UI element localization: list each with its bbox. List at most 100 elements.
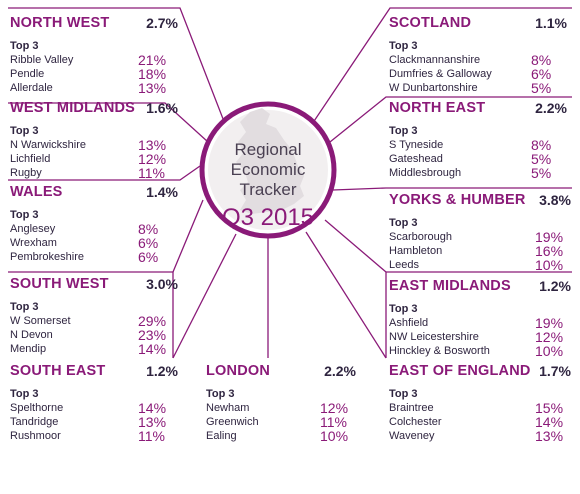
- area-growth: 11%: [320, 414, 347, 430]
- region-panel-scotland: SCOTLAND 1.1% Top 3 Clackmannanshire 8% Dumfr…: [389, 15, 567, 96]
- area-row: Mendip 14%: [10, 341, 178, 357]
- connector-yorks: [332, 187, 572, 191]
- region-name: SOUTH EAST: [10, 363, 106, 379]
- center-title-block: Regional Economic Tracker Q3 2015: [202, 104, 334, 236]
- top-3-label: Top 3: [10, 40, 39, 52]
- region-panel-south-east: SOUTH EAST 1.2% Top 3 Spelthorne 14% Tandridg…: [10, 363, 178, 444]
- region-growth: 1.2%: [539, 278, 571, 294]
- connector-north-east: [319, 96, 572, 151]
- area-name: Leeds: [389, 259, 419, 271]
- area-row: Scarborough 19%: [389, 229, 571, 245]
- area-row: W Dunbartonshire 5%: [389, 80, 567, 96]
- region-panel-wales: WALES 1.4% Top 3 Anglesey 8% Wrexham 6% Pembrok…: [10, 184, 178, 265]
- area-name: Clackmannanshire: [389, 54, 481, 66]
- region-name: NORTH WEST: [10, 15, 110, 31]
- region-growth: 1.4%: [146, 184, 178, 200]
- area-name: Spelthorne: [10, 402, 64, 414]
- area-name: Rushmoor: [10, 430, 61, 442]
- region-growth: 2.7%: [146, 15, 178, 31]
- area-growth: 8%: [531, 137, 552, 153]
- center-title-line-3: Tracker: [239, 180, 297, 199]
- area-row: Pendle 18%: [10, 66, 178, 82]
- area-row: Tandridge 13%: [10, 414, 178, 430]
- region-header: YORKS & HUMBER 3.8%: [389, 192, 571, 214]
- area-growth: 12%: [138, 151, 167, 167]
- region-header: EAST MIDLANDS 1.2%: [389, 278, 571, 300]
- area-growth: 13%: [138, 414, 167, 430]
- area-row: Braintree 15%: [389, 400, 571, 416]
- connector-south-east: [172, 233, 237, 359]
- area-name: W Somerset: [10, 315, 71, 327]
- area-growth: 14%: [535, 414, 564, 430]
- area-row: Ashfield 19%: [389, 315, 571, 331]
- top-3-label: Top 3: [389, 303, 418, 315]
- center-title-line-2: Economic: [230, 160, 306, 179]
- area-row: Clackmannanshire 8%: [389, 52, 567, 68]
- area-name: Braintree: [389, 402, 434, 414]
- area-name: Dumfries & Galloway: [389, 68, 492, 80]
- uk-map-icon: [236, 108, 304, 214]
- region-header: LONDON 2.2%: [206, 363, 356, 385]
- area-growth: 15%: [535, 400, 564, 416]
- top-3-label: Top 3: [389, 217, 418, 229]
- area-growth: 16%: [535, 243, 564, 259]
- region-name: LONDON: [206, 363, 271, 379]
- center-period: Q3 2015: [221, 204, 315, 231]
- area-row: NW Leicestershire 12%: [389, 329, 571, 345]
- area-row: Dumfries & Galloway 6%: [389, 66, 567, 82]
- area-name: Allerdale: [10, 82, 53, 94]
- area-name: Ashfield: [389, 317, 429, 329]
- connector-west-midlands: [8, 102, 209, 143]
- top-3-label: Top 3: [389, 388, 418, 400]
- area-growth: 12%: [535, 329, 564, 345]
- area-name: Gateshead: [389, 153, 443, 165]
- top-3-label: Top 3: [389, 40, 418, 52]
- area-growth: 8%: [531, 52, 552, 68]
- connector-east-midlands-box: [385, 271, 572, 358]
- area-growth: 19%: [535, 315, 564, 331]
- center-medallion: [199, 101, 337, 239]
- area-name: Pendle: [10, 68, 45, 80]
- area-growth: 14%: [138, 400, 167, 416]
- top-3-label: Top 3: [206, 388, 235, 400]
- area-row: Lichfield 12%: [10, 151, 178, 167]
- area-row: Pembrokeshire 6%: [10, 249, 178, 265]
- connector-east-of-england: [305, 231, 387, 359]
- top-3-label: Top 3: [10, 125, 39, 137]
- area-growth: 13%: [138, 80, 167, 96]
- area-row: Middlesbrough 5%: [389, 165, 567, 181]
- area-name: Tandridge: [10, 416, 59, 428]
- region-name: SCOTLAND: [389, 15, 472, 31]
- area-growth: 11%: [138, 428, 165, 444]
- area-name: Mendip: [10, 343, 47, 355]
- area-row: Ealing 10%: [206, 428, 356, 444]
- area-growth: 29%: [138, 313, 167, 329]
- area-growth: 5%: [531, 80, 552, 96]
- area-growth: 11%: [138, 165, 165, 181]
- area-name: W Dunbartonshire: [389, 82, 478, 94]
- area-row: Spelthorne 14%: [10, 400, 178, 416]
- area-name: Hambleton: [389, 245, 443, 257]
- top-3-label: Top 3: [10, 388, 39, 400]
- top-3-label: Top 3: [10, 301, 39, 313]
- area-row: Hambleton 16%: [389, 243, 571, 259]
- area-growth: 10%: [320, 428, 349, 444]
- area-name: Waveney: [389, 430, 435, 442]
- region-header: NORTH WEST 2.7%: [10, 15, 178, 37]
- area-growth: 5%: [531, 151, 552, 167]
- area-name: S Tyneside: [389, 139, 444, 151]
- region-name: EAST OF ENGLAND: [389, 363, 531, 379]
- top-3-label: Top 3: [389, 125, 418, 137]
- area-growth: 10%: [535, 343, 564, 359]
- area-row: Rushmoor 11%: [10, 428, 178, 444]
- area-row: Anglesey 8%: [10, 221, 178, 237]
- area-growth: 23%: [138, 327, 167, 343]
- area-row: W Somerset 29%: [10, 313, 178, 329]
- region-panel-east-midlands: EAST MIDLANDS 1.2% Top 3 Ashfield 19% NW Leic…: [389, 278, 571, 359]
- region-name: WEST MIDLANDS: [10, 100, 136, 116]
- area-row: Newham 12%: [206, 400, 356, 416]
- area-name: Ealing: [206, 430, 237, 442]
- area-row: Gateshead 5%: [389, 151, 567, 167]
- area-name: Pembrokeshire: [10, 251, 84, 263]
